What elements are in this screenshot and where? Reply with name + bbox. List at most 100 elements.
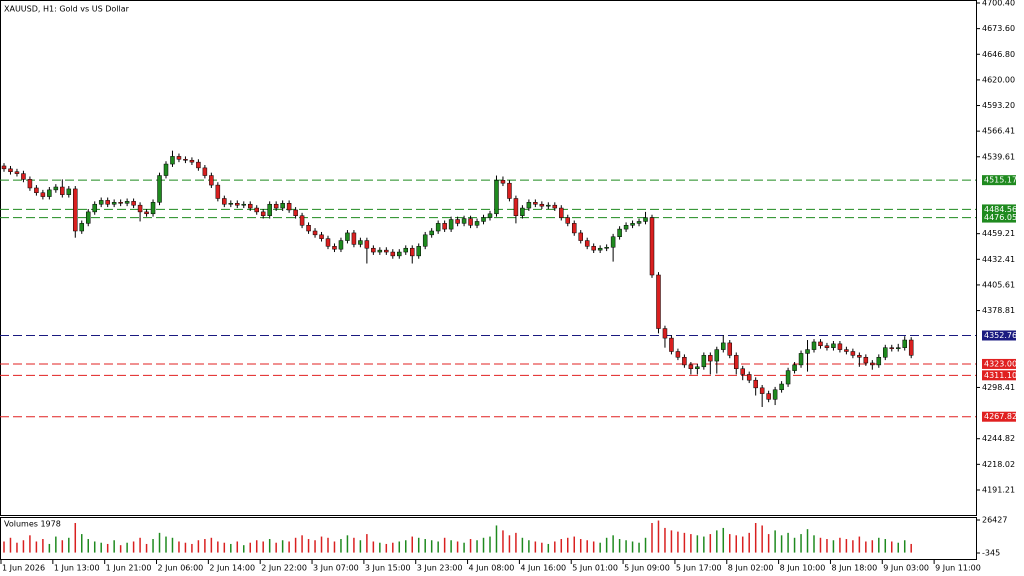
candle-body [623, 225, 629, 230]
level-label-box [982, 411, 1016, 422]
candle-body [377, 249, 383, 253]
x-tick-label: 1 Jun 13:00 [54, 564, 100, 573]
x-tick-label: 5 Jun 09:00 [624, 564, 670, 573]
candle-body [656, 274, 661, 329]
candle-body [429, 230, 434, 236]
y-tick-label: 4432.41 [982, 255, 1015, 264]
candle-body [332, 246, 337, 250]
candle-body [1, 165, 7, 170]
y-tick-label: 4405.61 [982, 280, 1015, 289]
candle-body [662, 328, 668, 339]
x-tick-label: 8 Jun 18:00 [831, 564, 877, 573]
candle-body [124, 201, 130, 204]
candle-body [338, 240, 344, 250]
candle-body [539, 203, 545, 207]
candle-body [397, 251, 402, 257]
candle-body [746, 374, 752, 381]
y-tick-label: 4378.81 [982, 306, 1015, 315]
candle-body [98, 200, 104, 205]
candle-body [215, 184, 221, 199]
candle-body [889, 347, 895, 349]
candle-body [753, 379, 758, 389]
x-tick-label: 2 Jun 14:00 [209, 564, 255, 573]
volume-tick-label: -345 [982, 549, 1000, 558]
candle-body [416, 246, 421, 257]
candle-body [792, 364, 797, 371]
candle-body [306, 225, 311, 232]
candle-body [669, 337, 674, 352]
candle-body [695, 366, 700, 369]
candle-body [850, 351, 856, 356]
x-tick-label: 9 Jun 03:00 [883, 564, 929, 573]
candle-body [455, 219, 460, 224]
candle-body [831, 343, 836, 348]
candle-body [708, 355, 713, 362]
candle-body [649, 217, 655, 276]
candle-body [92, 203, 97, 213]
candle-body [487, 213, 493, 218]
x-tick-label: 3 Jun 07:00 [313, 564, 359, 573]
candle-body [597, 247, 603, 251]
candle-body [280, 203, 285, 209]
candle-body [273, 203, 279, 209]
candle-body [617, 228, 622, 237]
x-tick-label: 1 Jun 2026 [2, 564, 45, 573]
candle-body [183, 159, 188, 161]
y-tick-label: 4218.02 [982, 460, 1015, 469]
level-label: 4352.76 [984, 331, 1017, 340]
candle-body [565, 217, 571, 224]
candle-body [384, 249, 389, 253]
candle-body [254, 207, 259, 213]
y-tick-label: 4539.61 [982, 152, 1015, 161]
level-label-box [982, 212, 1016, 223]
candle-body [481, 217, 486, 222]
candle-body [163, 163, 169, 176]
candle-body [571, 223, 577, 234]
candle-body [733, 355, 739, 369]
candle-body [714, 349, 720, 362]
candle-body [546, 204, 551, 207]
candle-body [721, 342, 726, 350]
candle-body [176, 156, 182, 160]
candle-body [235, 203, 240, 206]
candle-body [461, 218, 467, 224]
chart-title: XAUUSD, H1: Gold vs US Dollar [4, 5, 130, 14]
candle-body [8, 168, 13, 172]
level-label: 4323.00 [984, 359, 1017, 368]
candle-body [34, 187, 39, 193]
candle-body [40, 192, 46, 197]
x-tick-label: 5 Jun 01:00 [572, 564, 618, 573]
candle-body [883, 347, 888, 358]
candle-body [241, 203, 247, 206]
candle-body [857, 355, 862, 358]
x-tick-label: 5 Jun 17:00 [676, 564, 722, 573]
y-tick-label: 4673.60 [982, 24, 1015, 33]
candle-body [863, 356, 869, 364]
x-tick-label: 2 Jun 06:00 [158, 564, 204, 573]
candle-body [390, 251, 396, 257]
candle-body [409, 247, 415, 257]
x-tick-label: 8 Jun 10:00 [780, 564, 826, 573]
y-tick-label: 4620.00 [982, 75, 1015, 84]
candle-body [468, 218, 473, 226]
candle-body [785, 370, 791, 385]
x-tick-label: 9 Jun 11:00 [935, 564, 981, 573]
level-label: 4484.56 [984, 205, 1017, 214]
y-tick-label: 4244.82 [982, 434, 1015, 443]
candle-body [312, 230, 318, 236]
candle-body [876, 356, 882, 366]
candle-body [559, 207, 564, 218]
candle-body [260, 211, 266, 216]
x-tick-label: 1 Jun 21:00 [106, 564, 152, 573]
candle-body [604, 247, 609, 249]
candle-body [85, 211, 91, 224]
y-tick-label: 4593.20 [982, 101, 1015, 110]
candle-body [837, 343, 843, 350]
candle-body [286, 203, 292, 211]
candle-body [688, 364, 694, 369]
candle-body [442, 223, 447, 230]
x-tick-label: 3 Jun 15:00 [365, 564, 411, 573]
candle-body [435, 223, 441, 232]
candle-body [759, 387, 765, 394]
candle-body [584, 240, 590, 247]
